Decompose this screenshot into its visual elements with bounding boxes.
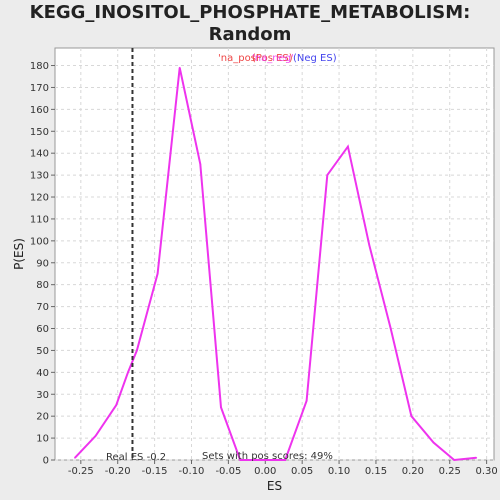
x-tick-label: 0.20 (402, 466, 424, 477)
plot-area (54, 47, 495, 461)
data-point (410, 415, 413, 417)
data-point (136, 349, 138, 352)
data-point (389, 327, 392, 330)
y-tick-label: 170 (30, 83, 49, 94)
data-point (453, 459, 455, 461)
y-tick-label: 40 (36, 368, 49, 379)
legend-na-neg: 'na_neg' (252, 53, 294, 64)
data-point (156, 272, 159, 275)
data-point (74, 457, 76, 459)
y-tick-label: 80 (36, 280, 49, 291)
y-tick-label: 60 (36, 324, 49, 335)
x-tick-label: 0.10 (328, 466, 350, 477)
x-tick-label: 0.00 (254, 466, 276, 477)
real-es-label: Real ES -0.2 (106, 452, 166, 463)
y-tick-label: 70 (36, 302, 49, 313)
data-point (284, 459, 286, 461)
legend-neg-es: (Neg ES) (293, 53, 337, 64)
x-tick-label: -0.10 (179, 466, 205, 477)
y-tick-label: 140 (30, 149, 49, 160)
data-point (432, 441, 435, 444)
pos-scores-annotation: Sets with pos scores: 49% (202, 451, 333, 462)
x-tick-label: -0.05 (215, 466, 241, 477)
y-tick-label: 30 (36, 390, 49, 401)
y-tick-label: 110 (30, 214, 49, 225)
y-tick-label: 180 (30, 61, 49, 72)
x-axis-label: ES (267, 479, 282, 493)
y-tick-label: 50 (36, 346, 49, 357)
x-tick-label: -0.20 (105, 466, 131, 477)
data-point (347, 145, 349, 148)
data-point (94, 435, 97, 437)
x-tick-label: 0.30 (475, 466, 497, 477)
data-point (115, 404, 118, 407)
y-tick-label: 0 (43, 456, 49, 467)
y-tick-label: 160 (30, 105, 49, 116)
legend-na-pos: 'na_pos' (218, 53, 259, 64)
y-tick-label: 130 (30, 171, 49, 182)
x-tick-label: 0.05 (291, 466, 313, 477)
data-point (239, 459, 241, 461)
data-point (178, 66, 181, 69)
data-point (326, 174, 329, 176)
y-tick-label: 100 (30, 236, 49, 247)
data-point (220, 406, 222, 409)
x-tick-label: 0.15 (365, 466, 387, 477)
legend: 'na_pos' (Pos ES) 'na_neg' (Neg ES) (218, 53, 337, 64)
x-tick-label: -0.15 (142, 466, 168, 477)
y-tick-label: 150 (30, 127, 49, 138)
x-tick-label: 0.25 (439, 466, 461, 477)
data-point (475, 457, 478, 459)
y-tick-label: 10 (36, 434, 49, 445)
data-point (305, 400, 308, 402)
legend-pos-es: (Pos ES) (252, 53, 293, 64)
data-point (127, 371, 129, 374)
data-point (368, 244, 371, 247)
y-tick-label: 120 (30, 193, 49, 204)
data-point (199, 163, 202, 165)
y-tick-label: 20 (36, 412, 49, 423)
data-point (261, 459, 264, 461)
y-tick-label: 90 (36, 258, 49, 269)
x-tick-label: -0.25 (68, 466, 94, 477)
y-axis-label: P(ES) (12, 238, 26, 270)
